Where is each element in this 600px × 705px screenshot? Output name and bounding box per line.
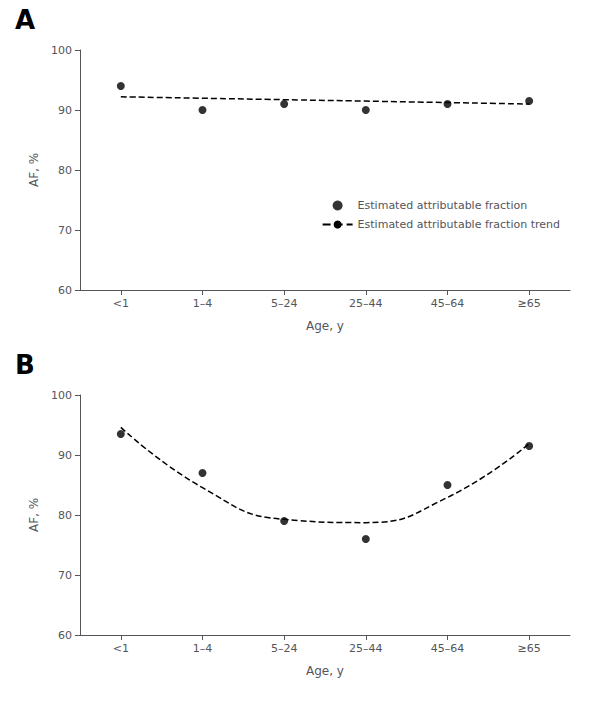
svg-text:1–4: 1–4 <box>193 642 213 655</box>
svg-text:60: 60 <box>58 284 72 297</box>
svg-text:100: 100 <box>51 389 72 402</box>
svg-text:5–24: 5–24 <box>271 297 298 310</box>
svg-text:90: 90 <box>58 449 72 462</box>
svg-text:100: 100 <box>51 44 72 57</box>
svg-text:80: 80 <box>58 509 72 522</box>
svg-text:70: 70 <box>58 569 72 582</box>
svg-text:B: B <box>15 350 35 380</box>
svg-text:A: A <box>15 5 35 35</box>
svg-text:60: 60 <box>58 629 72 642</box>
svg-text:AF, %: AF, % <box>27 153 41 187</box>
svg-text:80: 80 <box>58 164 72 177</box>
svg-text:45–64: 45–64 <box>431 297 465 310</box>
svg-text:25–44: 25–44 <box>349 642 383 655</box>
svg-text:Age, y: Age, y <box>306 664 344 678</box>
svg-text:Estimated attributable fractio: Estimated attributable fraction <box>358 199 528 212</box>
svg-text:≥65: ≥65 <box>518 297 541 310</box>
svg-text:90: 90 <box>58 104 72 117</box>
svg-text:70: 70 <box>58 224 72 237</box>
svg-text:5–24: 5–24 <box>271 642 298 655</box>
svg-text:25–44: 25–44 <box>349 297 383 310</box>
svg-text:Age, y: Age, y <box>306 319 344 333</box>
svg-text:≥65: ≥65 <box>518 642 541 655</box>
svg-text:AF, %: AF, % <box>27 498 41 532</box>
svg-text:<1: <1 <box>113 297 129 310</box>
svg-text:45–64: 45–64 <box>431 642 465 655</box>
svg-text:<1: <1 <box>113 642 129 655</box>
svg-text:Estimated attributable fractio: Estimated attributable fraction trend <box>358 218 560 231</box>
svg-text:1–4: 1–4 <box>193 297 213 310</box>
